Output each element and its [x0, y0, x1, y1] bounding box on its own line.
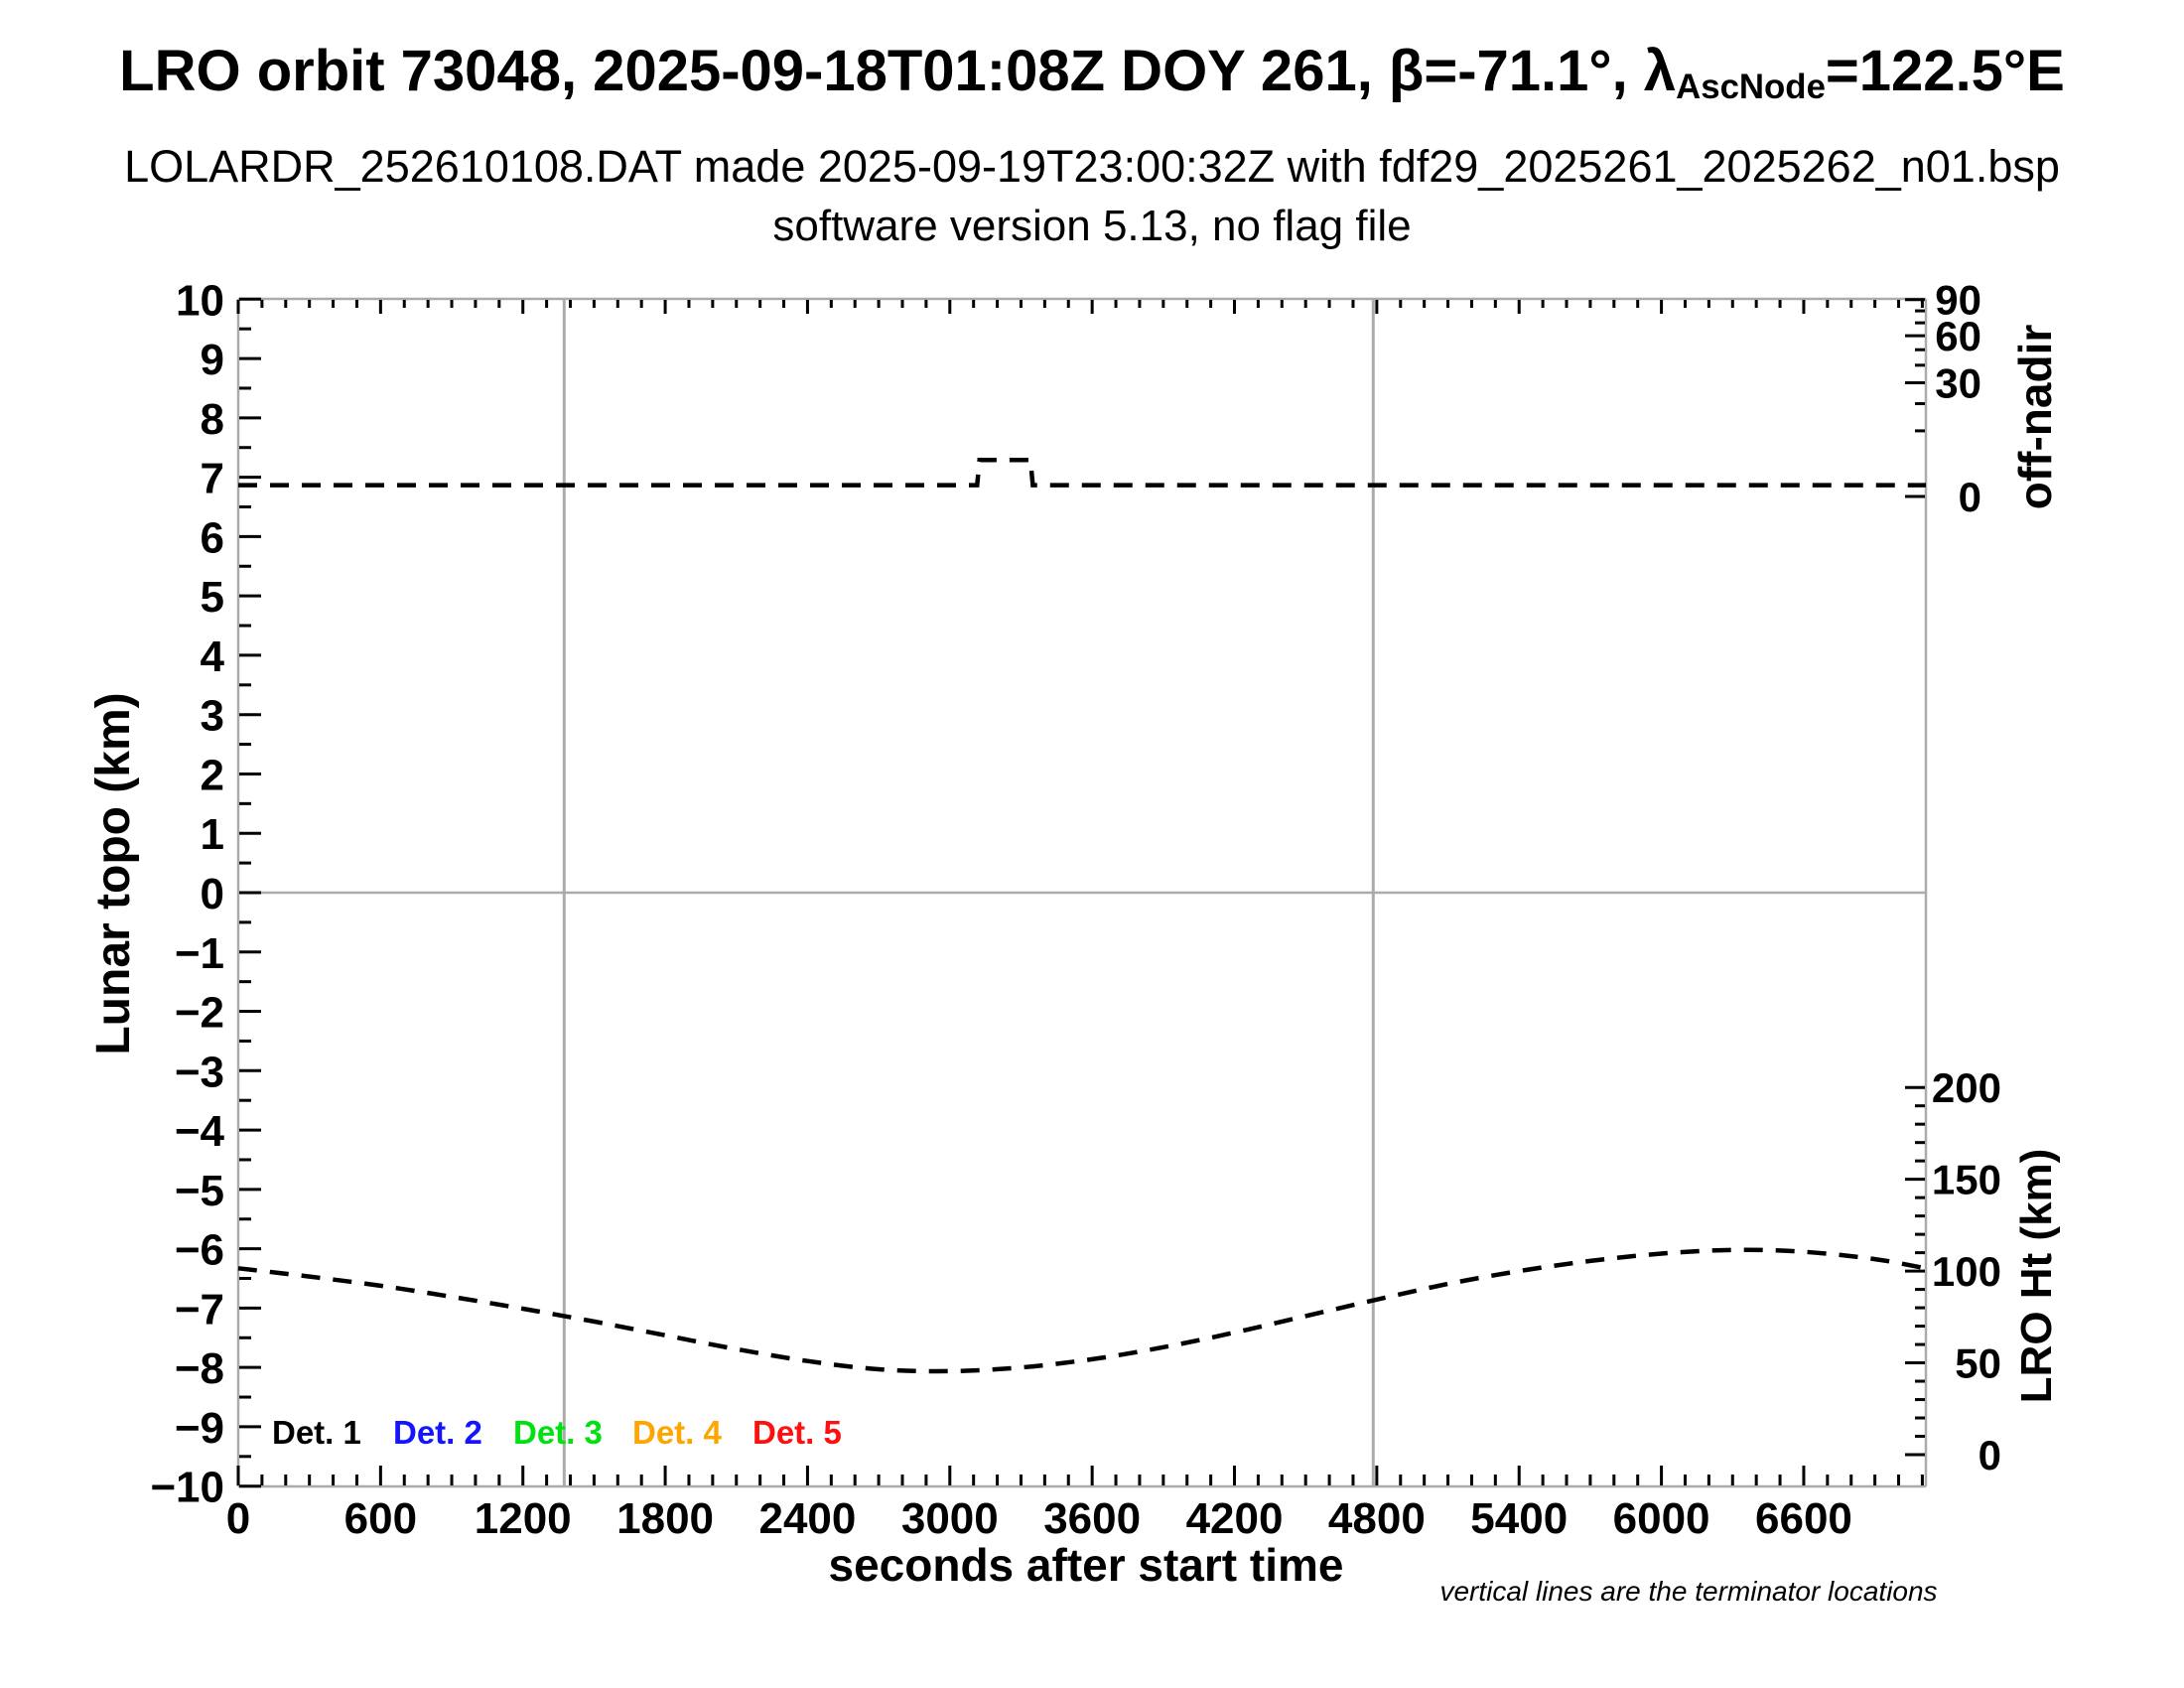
left-tick-label: −9 — [175, 1404, 224, 1453]
footnote-group: vertical lines are the terminator locati… — [1439, 1576, 1937, 1607]
left-tick-label: 6 — [201, 513, 224, 562]
x-tick-label: 3600 — [1043, 1494, 1141, 1543]
x-tick-label: 600 — [344, 1494, 417, 1543]
lro-ht-tick-label: 100 — [1932, 1248, 2001, 1295]
plot-subtitle-file-info: LOLARDR_252610108.DAT made 2025-09-19T23… — [124, 141, 2060, 192]
left-tick-label: −1 — [175, 929, 224, 978]
lro-ht-tick-label: 0 — [1979, 1432, 2001, 1478]
legend-det-2: Det. 2 — [393, 1414, 482, 1451]
x-tick-label: 4200 — [1186, 1494, 1284, 1543]
lro-ht-axis-ticks — [1905, 1085, 1925, 1457]
off-nadir-tick-label: 30 — [1935, 360, 1981, 407]
left-tick-label: −5 — [175, 1167, 224, 1215]
x-axis-tick-labels: 0 600 1200 1800 2400 3000 3600 4200 4800 5400 6000… — [226, 1494, 1852, 1543]
left-tick-label: −2 — [175, 989, 224, 1038]
legend-det-5: Det. 5 — [752, 1414, 842, 1451]
plot-title-main: LRO orbit 73048, 2025-09-18T01:08Z DOY 2… — [119, 39, 1677, 103]
x-tick-label: 1200 — [475, 1494, 572, 1543]
off-nadir-curve — [238, 457, 1926, 488]
left-tick-label: 2 — [201, 751, 224, 799]
plot-subtitle-software-version: software version 5.13, no flag file — [772, 202, 1412, 250]
left-tick-label: 10 — [176, 276, 224, 325]
left-tick-label: 7 — [201, 455, 224, 503]
lro-ht-tick-label: 200 — [1932, 1064, 2001, 1111]
lro-height-curve — [237, 1247, 1927, 1374]
plot-frame — [236, 297, 1928, 1488]
axis-titles: Lunar topo (km) off-nadir LRO Ht (km) secon… — [87, 325, 2061, 1591]
left-axis-title: Lunar topo (km) — [87, 692, 140, 1055]
lro-ht-tick-label: 150 — [1932, 1157, 2001, 1203]
left-tick-label: 8 — [201, 395, 224, 444]
x-tick-label: 6600 — [1755, 1494, 1852, 1543]
x-tick-label: 4800 — [1328, 1494, 1426, 1543]
legend-det-1: Det. 1 — [272, 1414, 361, 1451]
left-tick-label: −6 — [175, 1226, 224, 1275]
x-axis-title: seconds after start time — [829, 1539, 1344, 1591]
left-tick-label: 4 — [201, 633, 225, 681]
off-nadir-tick-label: 0 — [1959, 474, 1981, 520]
lro-ht-tick-labels: 0 50 100 150 200 — [1932, 1064, 2001, 1478]
lro-ht-tick-label: 50 — [1955, 1340, 2001, 1387]
terminator-footnote: vertical lines are the terminator locati… — [1439, 1576, 1937, 1607]
off-nadir-tick-label: 60 — [1935, 313, 1981, 359]
left-tick-label: −8 — [175, 1344, 224, 1393]
left-tick-label: −10 — [150, 1464, 224, 1512]
left-tick-label: −7 — [175, 1285, 224, 1334]
detector-legend: Det. 1 Det. 2 Det. 3 Det. 4 Det. 5 — [272, 1414, 842, 1451]
x-tick-label: 5400 — [1470, 1494, 1568, 1543]
x-tick-label: 3000 — [901, 1494, 999, 1543]
x-tick-label: 2400 — [758, 1494, 856, 1543]
left-tick-label: 3 — [201, 692, 224, 741]
plot-title-subscript: AscNode — [1676, 67, 1826, 106]
x-axis-ticks — [236, 300, 1924, 1485]
left-tick-label: 5 — [201, 573, 224, 622]
off-nadir-axis-ticks — [1905, 298, 1925, 498]
lro-ht-axis-title: LRO Ht (km) — [2012, 1149, 2061, 1404]
plot-title-suffix: =122.5°E — [1825, 39, 2065, 103]
left-tick-label: 0 — [201, 870, 224, 918]
off-nadir-axis-title: off-nadir — [2009, 325, 2061, 510]
off-nadir-tick-label: 90 — [1935, 277, 1981, 324]
left-tick-label: 9 — [201, 336, 224, 384]
x-tick-label: 6000 — [1613, 1494, 1710, 1543]
data-curves — [237, 457, 1927, 1374]
legend-det-3: Det. 3 — [513, 1414, 603, 1451]
left-tick-label: −3 — [175, 1048, 224, 1096]
left-tick-label: −4 — [175, 1107, 225, 1156]
left-axis-ticks — [239, 297, 261, 1488]
left-tick-label: 1 — [201, 810, 224, 859]
x-tick-label: 0 — [226, 1494, 250, 1543]
legend-det-4: Det. 4 — [632, 1414, 723, 1451]
x-tick-label: 1800 — [616, 1494, 714, 1543]
plot-title: LRO orbit 73048, 2025-09-18T01:08Z DOY 2… — [0, 37, 2184, 114]
reference-lines — [238, 299, 1926, 1486]
